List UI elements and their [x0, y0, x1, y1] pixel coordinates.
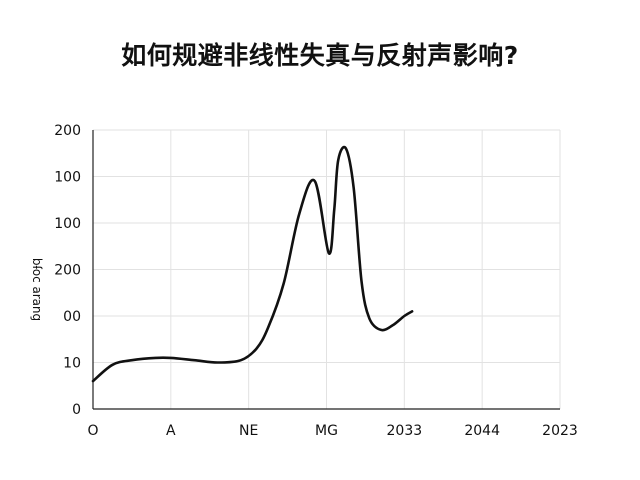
y-tick-label: 200 — [54, 263, 81, 279]
y-tick-label: 0 — [72, 402, 81, 418]
x-tick-label: 2023 — [542, 423, 578, 439]
y-tick-label: 100 — [54, 170, 81, 186]
x-tick-label: MG — [315, 423, 338, 439]
y-tick-label: 10 — [63, 356, 81, 372]
y-tick-label: 100 — [54, 216, 81, 232]
x-tick-label: 2033 — [387, 423, 423, 439]
chart-title: 如何规避非线性失真与反射声影响? — [121, 41, 519, 70]
x-tick-label: O — [87, 423, 98, 439]
x-tick-label: 2044 — [464, 423, 500, 439]
x-tick-label: A — [166, 423, 176, 439]
y-tick-label: 200 — [54, 123, 81, 139]
x-tick-label: NE — [239, 423, 258, 439]
y-tick-label: 00 — [63, 309, 81, 325]
y-axis-label: ɓuɐɹɐ ɔoɟq — [29, 258, 43, 321]
series-line — [91, 145, 414, 383]
